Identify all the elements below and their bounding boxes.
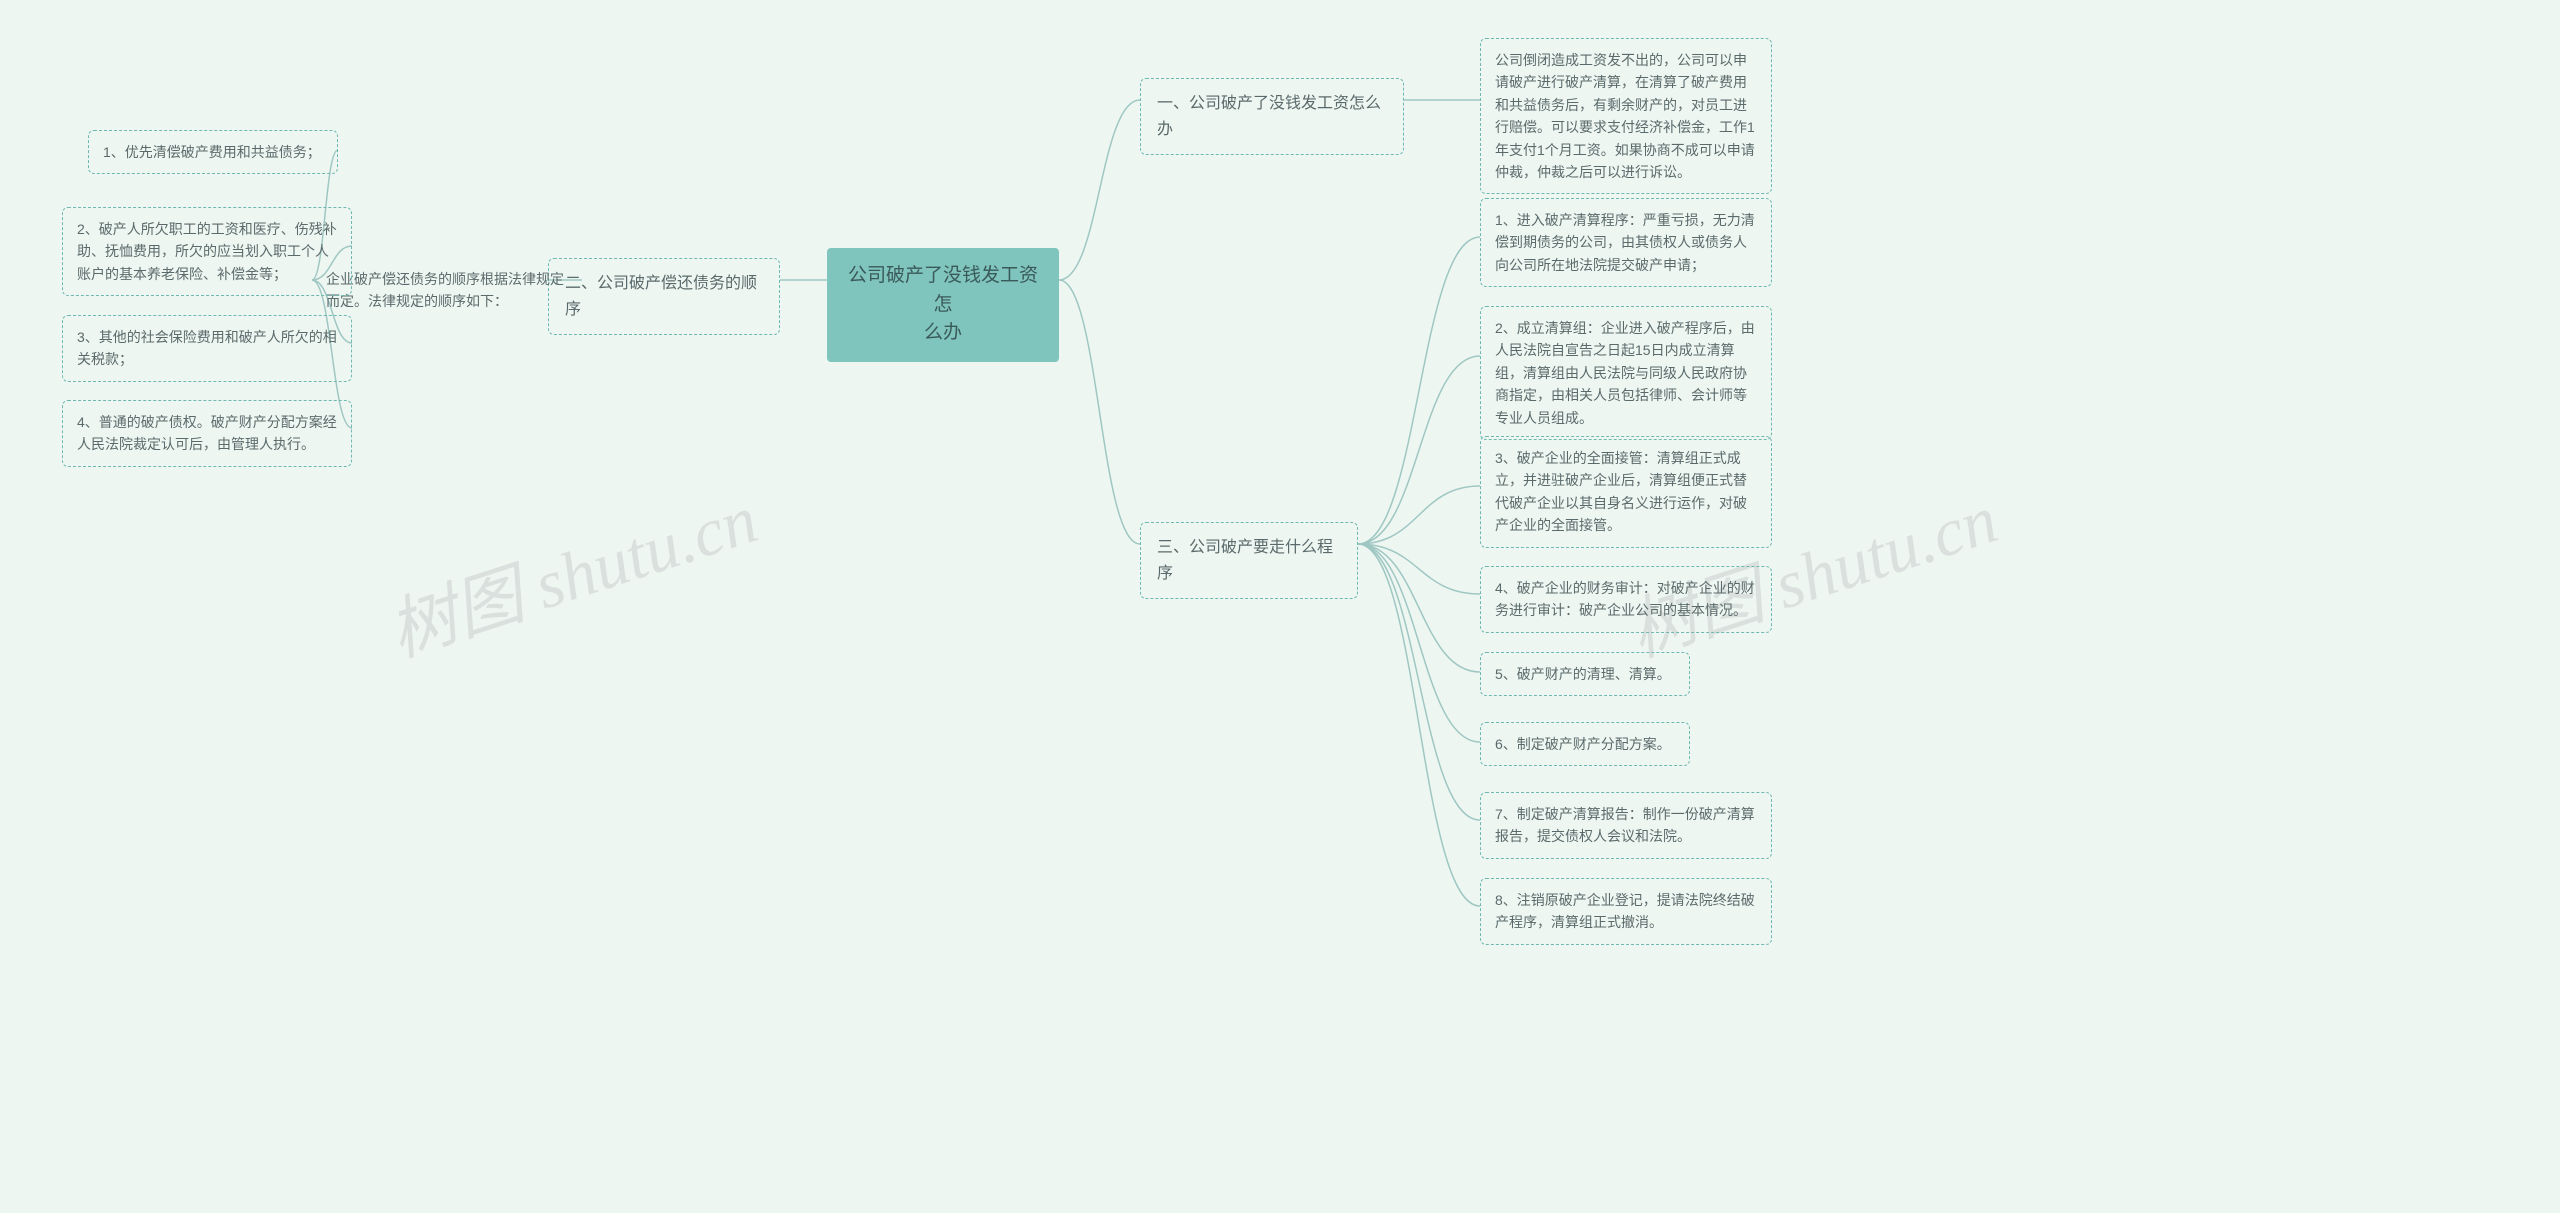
branch-b2: 二、公司破产偿还债务的顺序 xyxy=(548,258,780,335)
leaf-b1-0: 公司倒闭造成工资发不出的，公司可以申请破产进行破产清算，在清算了破产费用和共益债… xyxy=(1480,38,1772,194)
root-node: 公司破产了没钱发工资怎么办 xyxy=(827,248,1059,362)
connector-layer xyxy=(0,0,2560,1213)
leaf-b3-5: 6、制定破产财产分配方案。 xyxy=(1480,722,1690,766)
mid-b2: 企业破产偿还债务的顺序根据法律规定而定。法律规定的顺序如下： xyxy=(312,258,582,323)
leaf-b2-2: 3、其他的社会保险费用和破产人所欠的相关税款； xyxy=(62,315,352,382)
leaf-b3-3: 4、破产企业的财务审计：对破产企业的财务进行审计：破产企业公司的基本情况。 xyxy=(1480,566,1772,633)
leaf-b3-2: 3、破产企业的全面接管：清算组正式成立，并进驻破产企业后，清算组便正式替代破产企… xyxy=(1480,436,1772,548)
leaf-b3-7: 8、注销原破产企业登记，提请法院终结破产程序，清算组正式撤消。 xyxy=(1480,878,1772,945)
leaf-b3-6: 7、制定破产清算报告：制作一份破产清算报告，提交债权人会议和法院。 xyxy=(1480,792,1772,859)
leaf-b2-0: 1、优先清偿破产费用和共益债务； xyxy=(88,130,338,174)
leaf-b2-1: 2、破产人所欠职工的工资和医疗、伤残补助、抚恤费用，所欠的应当划入职工个人账户的… xyxy=(62,207,352,296)
watermark: 树图 shutu.cn xyxy=(374,463,767,675)
leaf-b3-1: 2、成立清算组：企业进入破产程序后，由人民法院自宣告之日起15日内成立清算组，清… xyxy=(1480,306,1772,440)
leaf-b3-4: 5、破产财产的清理、清算。 xyxy=(1480,652,1690,696)
leaf-b2-3: 4、普通的破产债权。破产财产分配方案经人民法院裁定认可后，由管理人执行。 xyxy=(62,400,352,467)
leaf-b3-0: 1、进入破产清算程序：严重亏损，无力清偿到期债务的公司，由其债权人或债务人向公司… xyxy=(1480,198,1772,287)
branch-b3: 三、公司破产要走什么程序 xyxy=(1140,522,1358,599)
branch-b1: 一、公司破产了没钱发工资怎么办 xyxy=(1140,78,1404,155)
